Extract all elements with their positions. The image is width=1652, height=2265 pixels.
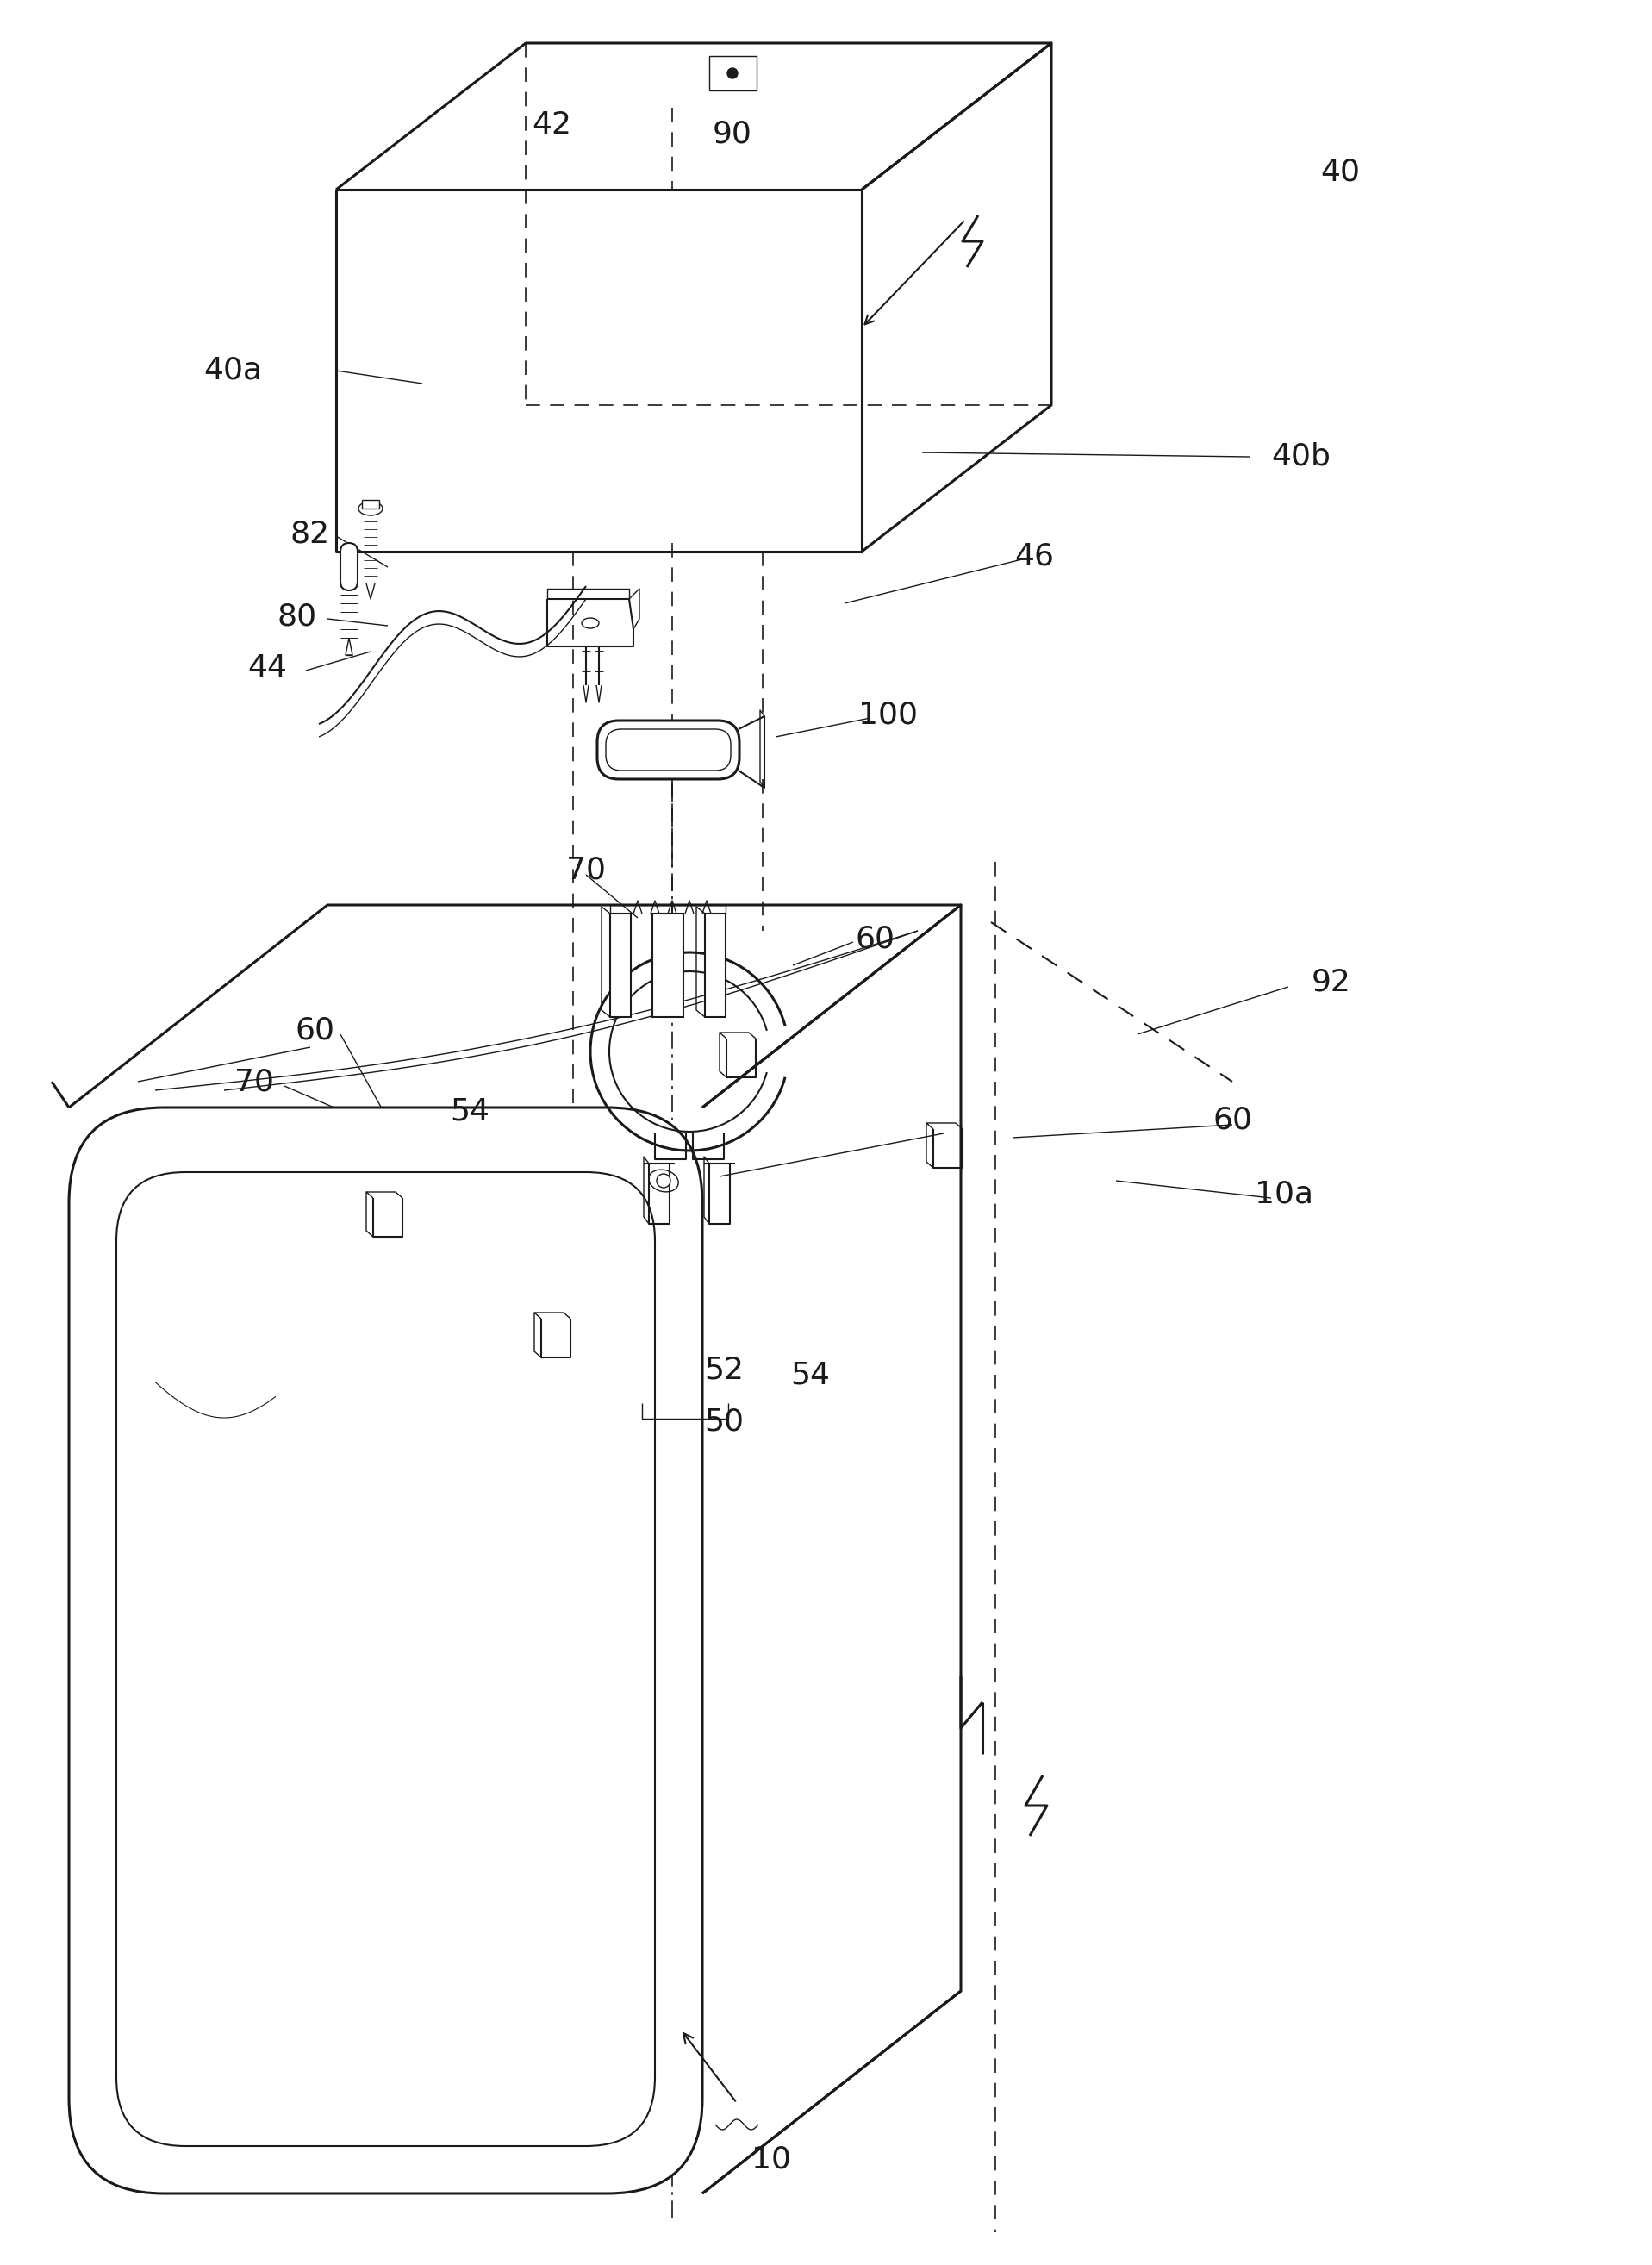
Text: 54: 54	[449, 1096, 489, 1126]
Text: 44: 44	[248, 652, 287, 682]
Circle shape	[656, 1173, 671, 1187]
Ellipse shape	[582, 618, 600, 627]
Text: 42: 42	[532, 111, 572, 140]
Text: 50: 50	[704, 1407, 743, 1436]
Ellipse shape	[649, 1169, 679, 1191]
Text: 70: 70	[235, 1067, 274, 1096]
Text: 100: 100	[857, 700, 917, 729]
FancyBboxPatch shape	[598, 720, 740, 779]
Text: 40: 40	[1320, 159, 1360, 188]
Text: 82: 82	[291, 519, 330, 548]
FancyBboxPatch shape	[116, 1173, 654, 2145]
Text: 80: 80	[278, 602, 317, 632]
Text: 10: 10	[752, 2145, 791, 2174]
Text: 40b: 40b	[1272, 442, 1332, 471]
Bar	[362, 501, 380, 510]
Text: 60: 60	[1213, 1105, 1252, 1135]
Bar	[610, 913, 631, 1017]
Ellipse shape	[358, 501, 383, 516]
Text: 46: 46	[1014, 541, 1054, 571]
Text: 56: 56	[122, 1219, 162, 1248]
FancyBboxPatch shape	[69, 1108, 702, 2193]
Text: 12: 12	[149, 1597, 188, 1626]
Text: 10a: 10a	[1256, 1180, 1313, 1207]
FancyBboxPatch shape	[340, 544, 357, 591]
Bar	[709, 57, 757, 91]
Text: 60: 60	[854, 924, 894, 954]
FancyBboxPatch shape	[606, 729, 730, 770]
Text: 54: 54	[790, 1359, 829, 1388]
Text: 70: 70	[567, 856, 606, 886]
Text: 54: 54	[618, 1359, 657, 1388]
Text: 52: 52	[704, 1357, 743, 1384]
Bar	[705, 913, 725, 1017]
Circle shape	[727, 68, 738, 79]
Text: 60: 60	[497, 1316, 537, 1345]
Text: 90: 90	[712, 120, 752, 147]
Text: 60: 60	[294, 1015, 334, 1044]
Text: 40a: 40a	[203, 356, 263, 385]
Text: 92: 92	[1312, 967, 1351, 997]
Bar	[653, 913, 684, 1017]
